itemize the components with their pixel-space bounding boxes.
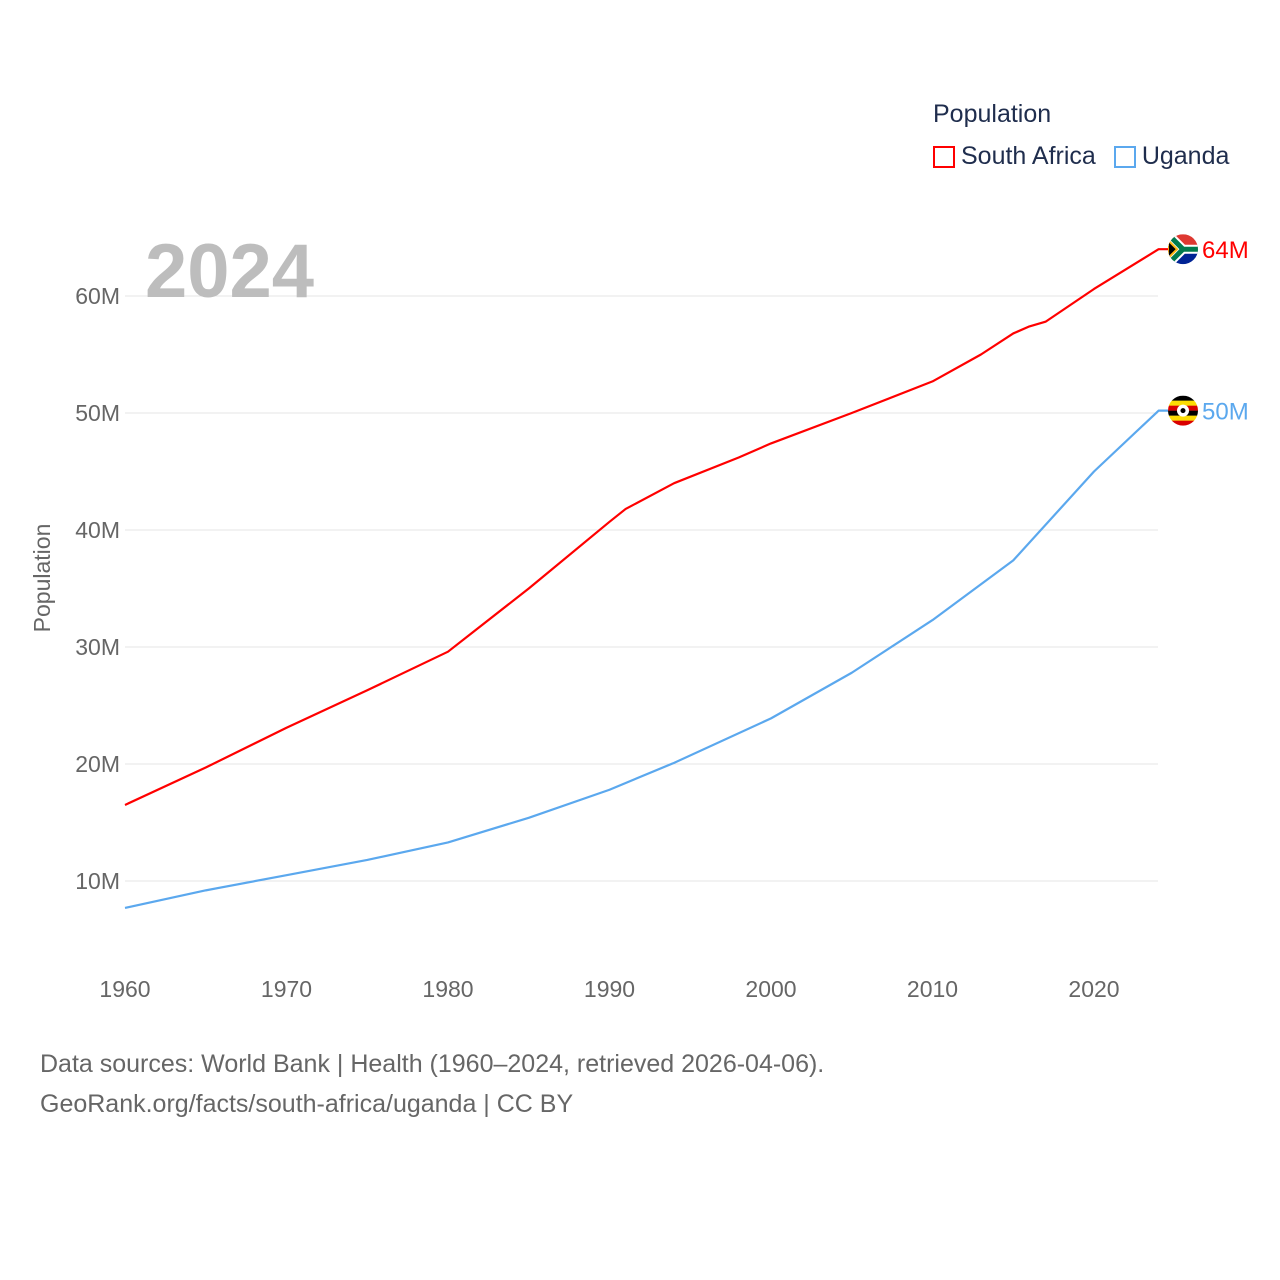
legend: South Africa Uganda xyxy=(933,142,1229,171)
legend-label: South Africa xyxy=(961,142,1096,170)
x-tick-label: 1960 xyxy=(99,976,150,1002)
series-line-uganda xyxy=(124,409,1168,909)
flag-triangle xyxy=(1168,237,1179,261)
x-tick-label: 2020 xyxy=(1068,976,1119,1002)
x-tick-label: 1980 xyxy=(422,976,473,1002)
uganda-flag-icon xyxy=(1168,395,1198,426)
legend-title: Population xyxy=(933,100,1052,128)
legend-label: Uganda xyxy=(1141,142,1230,170)
y-tick-label: 50M xyxy=(75,400,120,426)
series-end-label: 64M xyxy=(1202,237,1249,264)
y-tick-label: 30M xyxy=(75,634,120,660)
series-line-south-africa xyxy=(124,248,1168,806)
flag-stripe xyxy=(1168,420,1198,426)
flag-stripe xyxy=(1168,395,1198,401)
source-link[interactable]: GeoRank.org/facts/south-africa/uganda | … xyxy=(40,1090,574,1118)
x-tick-label: 2010 xyxy=(907,976,958,1002)
flag-body xyxy=(1168,234,1198,265)
flag-stripe xyxy=(1168,400,1198,406)
legend-swatch xyxy=(1113,145,1136,168)
x-tick-label: 1970 xyxy=(261,976,312,1002)
year-label: 2024 xyxy=(145,229,315,314)
series-end-label: 50M xyxy=(1202,399,1249,426)
y-tick-label: 60M xyxy=(75,283,120,309)
source-note: Data sources: World Bank | Health (1960–… xyxy=(40,1044,824,1124)
legend-swatch xyxy=(933,145,955,168)
x-tick-label: 2000 xyxy=(745,976,796,1002)
south-africa-flag-icon xyxy=(1168,234,1198,265)
flag-crane xyxy=(1180,408,1186,414)
legend-item-uganda[interactable]: Uganda xyxy=(1113,142,1230,171)
y-tick-label: 10M xyxy=(75,868,120,894)
y-tick-label: 20M xyxy=(75,751,120,777)
source-line: Data sources: World Bank | Health (1960–… xyxy=(40,1050,825,1078)
y-tick-label: 40M xyxy=(75,517,120,543)
y-axis-label: Population xyxy=(29,524,55,633)
flag-stripe xyxy=(1168,415,1198,421)
flag-body xyxy=(1168,395,1198,426)
legend-item-south-africa[interactable]: South Africa xyxy=(933,142,1096,171)
x-tick-label: 1990 xyxy=(584,976,635,1002)
